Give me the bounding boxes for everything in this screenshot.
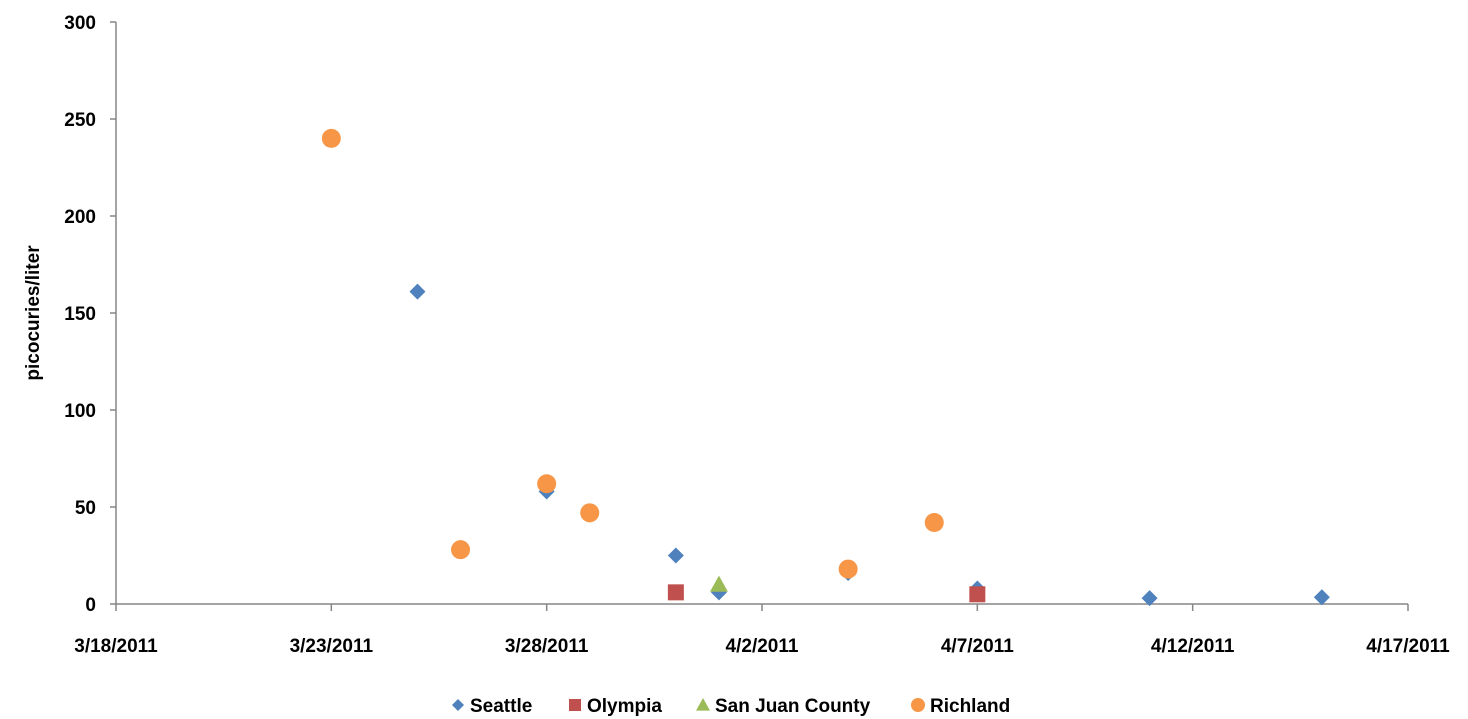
x-axis-ticks: 3/18/2011 3/23/2011 3/28/2011 4/2/2011 4/7/2… (74, 604, 1450, 657)
richland-point (838, 559, 858, 579)
y-axis-ticks: 0 50 100 150 200 250 300 (64, 13, 116, 616)
legend-marker (696, 698, 710, 711)
axes (115, 22, 1408, 605)
seattle-point (409, 283, 426, 300)
olympia-point (969, 586, 986, 603)
x-tick-label: 3/18/2011 (74, 636, 158, 657)
series-san-juan-county (709, 575, 728, 592)
series-olympia (667, 584, 986, 603)
x-tick-label: 3/23/2011 (290, 636, 374, 657)
legend-marker (452, 699, 464, 711)
series-richland (321, 128, 944, 579)
legend-label: Olympia (587, 696, 662, 717)
seattle-point (667, 547, 684, 564)
seattle-point (1141, 590, 1158, 607)
y-axis-title: picocuries/liter (23, 245, 44, 381)
richland-point (537, 474, 557, 494)
legend-label: Richland (930, 696, 1010, 717)
y-tick-label: 0 (85, 595, 96, 616)
legend-item-seattle: Seattle (452, 696, 532, 717)
x-tick-label: 4/2/2011 (726, 636, 799, 657)
x-tick-label: 4/17/2011 (1366, 636, 1450, 657)
olympia-point (667, 584, 684, 601)
richland-point (924, 513, 944, 533)
legend-label: Seattle (470, 696, 532, 717)
x-tick-label: 3/28/2011 (505, 636, 589, 657)
x-tick-label: 4/7/2011 (941, 636, 1014, 657)
legend-marker (911, 698, 925, 712)
y-tick-label: 50 (75, 498, 96, 519)
richland-point (451, 540, 471, 560)
legend-label: San Juan County (715, 696, 871, 717)
seattle-point (1313, 589, 1330, 606)
x-tick-label: 4/12/2011 (1151, 636, 1235, 657)
legend-item-olympia: Olympia (569, 696, 662, 717)
legend: Seattle Olympia San Juan County Richland (452, 696, 1010, 717)
series-seattle (409, 283, 1330, 607)
data-points (321, 128, 1330, 607)
richland-point (321, 128, 341, 148)
richland-point (580, 503, 600, 523)
san-juan-county-point (709, 575, 728, 592)
legend-item-richland: Richland (911, 696, 1010, 717)
y-tick-label: 100 (64, 401, 96, 422)
y-tick-label: 200 (64, 207, 96, 228)
legend-item-san-juan-county: San Juan County (696, 696, 871, 717)
y-tick-label: 250 (64, 110, 96, 131)
legend-marker (569, 699, 581, 711)
y-tick-label: 300 (64, 13, 96, 34)
y-tick-label: 150 (64, 304, 96, 325)
